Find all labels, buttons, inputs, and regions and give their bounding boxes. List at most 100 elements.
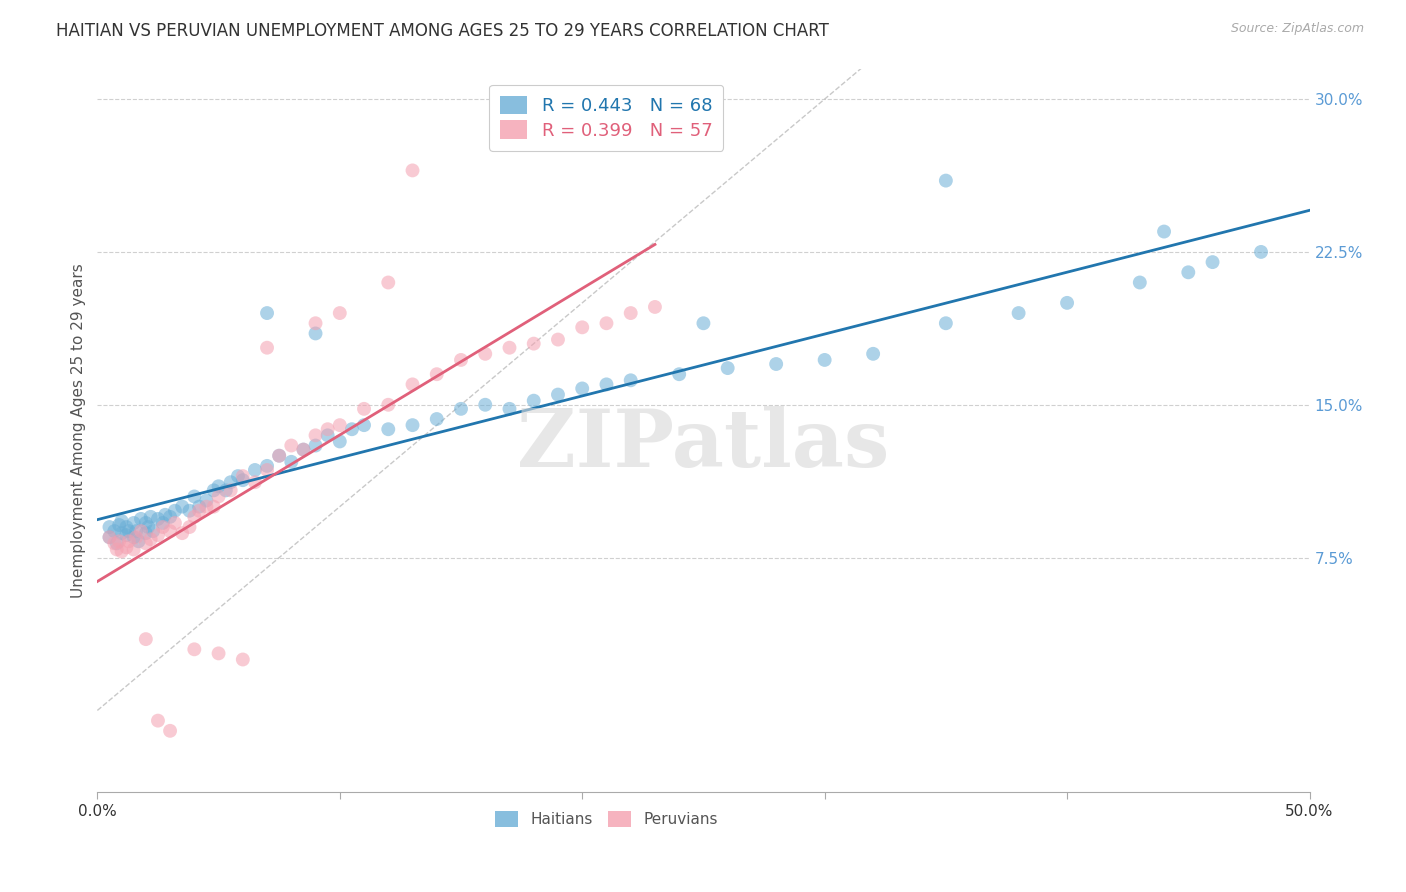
Text: HAITIAN VS PERUVIAN UNEMPLOYMENT AMONG AGES 25 TO 29 YEARS CORRELATION CHART: HAITIAN VS PERUVIAN UNEMPLOYMENT AMONG A…	[56, 22, 830, 40]
Point	[183, 509, 205, 524]
Point	[179, 504, 201, 518]
Point	[105, 536, 128, 550]
Point	[280, 455, 302, 469]
Point	[269, 449, 291, 463]
Point	[620, 373, 643, 387]
Point	[256, 341, 278, 355]
Point	[129, 512, 152, 526]
Point	[304, 316, 326, 330]
Point	[329, 306, 352, 320]
Point	[644, 300, 666, 314]
Point	[125, 530, 148, 544]
Point	[219, 483, 242, 498]
Point	[523, 393, 546, 408]
Point	[142, 524, 165, 538]
Point	[377, 398, 399, 412]
Point	[202, 500, 225, 514]
Point	[547, 387, 569, 401]
Point	[152, 520, 174, 534]
Point	[668, 368, 690, 382]
Point	[188, 504, 211, 518]
Point	[202, 483, 225, 498]
Point	[155, 508, 177, 522]
Point	[207, 479, 229, 493]
Point	[353, 401, 375, 416]
Point	[159, 509, 181, 524]
Point	[862, 347, 884, 361]
Point	[108, 534, 131, 549]
Point	[243, 463, 266, 477]
Point	[183, 642, 205, 657]
Point	[163, 504, 186, 518]
Point	[129, 524, 152, 538]
Point	[163, 516, 186, 530]
Point	[110, 514, 132, 528]
Point	[118, 524, 141, 538]
Point	[139, 509, 162, 524]
Point	[304, 326, 326, 341]
Point	[401, 163, 423, 178]
Point	[571, 381, 593, 395]
Point	[304, 428, 326, 442]
Point	[135, 526, 157, 541]
Point	[110, 544, 132, 558]
Point	[146, 714, 169, 728]
Point	[122, 516, 145, 530]
Point	[146, 512, 169, 526]
Point	[232, 652, 254, 666]
Point	[103, 536, 125, 550]
Point	[717, 361, 740, 376]
Point	[316, 428, 339, 442]
Point	[316, 422, 339, 436]
Point	[498, 341, 520, 355]
Legend: Haitians, Peruvians: Haitians, Peruvians	[488, 804, 725, 835]
Point	[98, 520, 121, 534]
Point	[110, 526, 132, 541]
Point	[329, 418, 352, 433]
Point	[232, 469, 254, 483]
Point	[152, 516, 174, 530]
Point	[115, 541, 138, 555]
Point	[814, 353, 837, 368]
Point	[146, 528, 169, 542]
Point	[118, 534, 141, 549]
Point	[935, 173, 957, 187]
Point	[498, 401, 520, 416]
Point	[122, 542, 145, 557]
Point	[1250, 244, 1272, 259]
Point	[377, 422, 399, 436]
Point	[125, 524, 148, 538]
Point	[353, 418, 375, 433]
Point	[304, 438, 326, 452]
Point	[122, 530, 145, 544]
Point	[620, 306, 643, 320]
Point	[98, 530, 121, 544]
Point	[195, 500, 218, 514]
Point	[426, 368, 449, 382]
Point	[340, 422, 363, 436]
Point	[292, 442, 315, 457]
Point	[329, 434, 352, 449]
Point	[98, 530, 121, 544]
Point	[474, 347, 496, 361]
Point	[226, 469, 249, 483]
Text: Source: ZipAtlas.com: Source: ZipAtlas.com	[1230, 22, 1364, 36]
Point	[256, 463, 278, 477]
Point	[1201, 255, 1223, 269]
Point	[188, 500, 211, 514]
Point	[256, 458, 278, 473]
Point	[269, 449, 291, 463]
Point	[450, 401, 472, 416]
Point	[523, 336, 546, 351]
Point	[207, 646, 229, 660]
Point	[450, 353, 472, 368]
Point	[103, 524, 125, 538]
Point	[115, 528, 138, 542]
Point	[935, 316, 957, 330]
Point	[256, 306, 278, 320]
Point	[159, 723, 181, 738]
Point	[595, 316, 617, 330]
Text: ZIPatlas: ZIPatlas	[517, 406, 890, 483]
Point	[1129, 276, 1152, 290]
Point	[1177, 265, 1199, 279]
